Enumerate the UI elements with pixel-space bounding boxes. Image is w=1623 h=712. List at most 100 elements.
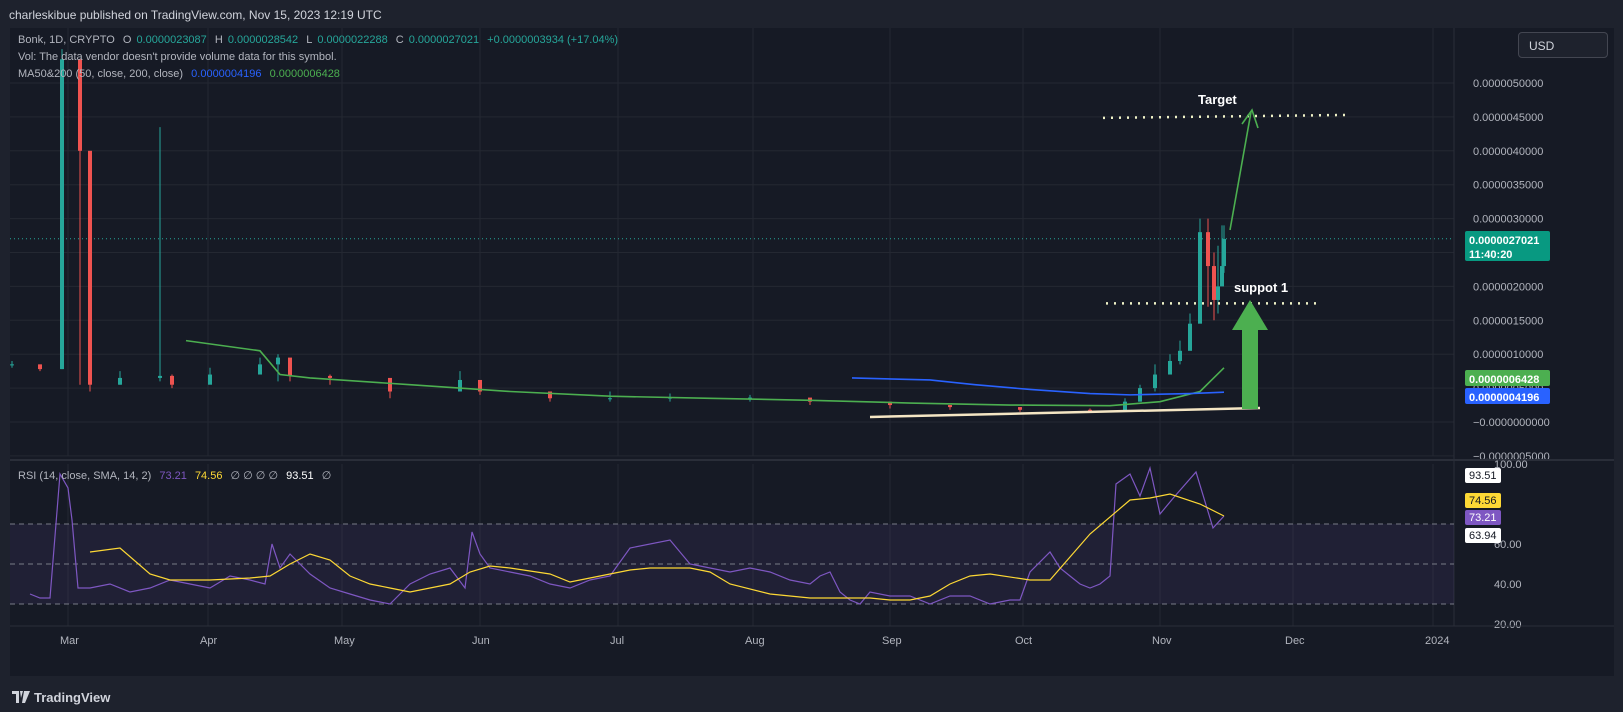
trend-line <box>869 406 1261 419</box>
support-label: suppot 1 <box>1234 280 1288 295</box>
price-tick-label: 0.0000040000 <box>1473 146 1543 158</box>
time-axis-label: Jul <box>610 635 624 647</box>
rsi-na-values: ∅ ∅ ∅ ∅ <box>230 470 279 482</box>
candle-body <box>78 59 82 151</box>
symbol-legend: Bonk, 1D, CRYPTO O 0.0000023087 H 0.000002… <box>18 34 623 46</box>
time-axis-label: Sep <box>882 635 902 647</box>
time-axis-label: Jun <box>472 635 490 647</box>
open-value: 0.0000023087 <box>136 34 207 46</box>
rsi-tag: 93.51 <box>1469 470 1497 482</box>
rsi-tag: 63.94 <box>1469 530 1497 542</box>
candle-body <box>1216 286 1220 300</box>
rsi-extra-value: 93.51 <box>286 470 314 482</box>
candle-body <box>328 375 332 378</box>
rsi-tick-label: 60.00 <box>1494 539 1522 551</box>
brand-name: TradingView <box>34 690 111 705</box>
currency-button[interactable]: USD <box>1518 32 1608 58</box>
main-pane <box>10 28 1454 456</box>
candle-body <box>1188 323 1192 351</box>
candle-body <box>888 401 892 406</box>
price-tick-label: 0.0000010000 <box>1473 349 1543 361</box>
candle-body <box>1206 232 1210 267</box>
candle-body <box>478 379 482 392</box>
rsi-tick-label: 40.00 <box>1494 579 1522 591</box>
publisher-info: charleskibue published on TradingView.co… <box>9 8 382 22</box>
price-tick-label: 0.0000020000 <box>1473 281 1543 293</box>
rsi-line <box>29 465 1225 605</box>
candle-body <box>1168 360 1172 375</box>
candle-body <box>458 379 462 392</box>
target-label: Target <box>1198 92 1237 107</box>
rsi-tag: 74.56 <box>1469 495 1497 507</box>
low-label: L <box>306 34 313 46</box>
candle-body <box>608 398 612 400</box>
candle-body <box>276 357 280 365</box>
rsi-tick-label: 100.00 <box>1494 459 1528 471</box>
price-tick-label: 0.0000050000 <box>1473 78 1543 90</box>
candle-body <box>170 375 174 385</box>
high-label: H <box>214 34 223 46</box>
rsi-tag-bg <box>1465 468 1501 483</box>
candle-body <box>748 397 752 399</box>
high-value: 0.0000028542 <box>227 34 299 46</box>
low-value: 0.0000022288 <box>317 34 388 46</box>
candle-body <box>1153 374 1157 389</box>
candle-body <box>1198 232 1202 324</box>
footer: TradingView <box>0 684 1623 712</box>
target-line <box>1102 113 1351 120</box>
candle-body <box>548 391 552 399</box>
tradingview-icon <box>12 691 30 703</box>
time-axis-label: Apr <box>200 635 217 647</box>
symbol-name[interactable]: Bonk, 1D, CRYPTO <box>18 34 115 46</box>
ma-legend: MA50&200 (50, close, 200, close) 0.00000… <box>18 68 345 80</box>
candle-body <box>208 374 212 385</box>
rsi-label[interactable]: RSI (14, close, SMA, 14, 2) <box>18 470 152 482</box>
close-value: 0.0000027021 <box>408 34 480 46</box>
time-axis-label: Aug <box>745 635 765 647</box>
ma50-tag-bg <box>1465 388 1550 404</box>
candle-body <box>38 364 42 370</box>
rsi-na-value: ∅ <box>321 470 332 482</box>
candle-body <box>258 364 262 375</box>
ma200-tag-text: 0.0000006428 <box>1469 374 1539 386</box>
target-arrow-line <box>1229 111 1252 231</box>
candle-body <box>388 377 392 392</box>
tradingview-logo[interactable]: TradingView <box>12 690 110 705</box>
top-bar: charleskibue published on TradingView.co… <box>0 0 1623 28</box>
price-tick-label: 0.0000015000 <box>1473 315 1543 327</box>
ma200-value: 0.0000006428 <box>269 68 340 80</box>
chart-panel[interactable]: 0.0000050000 0.0000045000 0.0000040000 0.00… <box>10 28 1614 676</box>
candle-body <box>158 375 162 378</box>
rsi-tag-bg <box>1465 510 1501 525</box>
candle-body <box>88 150 92 385</box>
rsi-value: 73.21 <box>159 470 187 482</box>
rsi-sma-line <box>89 493 1225 601</box>
ma50-tag-text: 0.0000004196 <box>1469 392 1539 404</box>
time-axis-label: Dec <box>1285 635 1305 647</box>
candle-body <box>1123 401 1127 411</box>
candle-body <box>1212 266 1216 300</box>
candle-body <box>1088 409 1092 411</box>
price-tick-label: 0.0000030000 <box>1473 214 1543 226</box>
candle-body <box>60 59 64 370</box>
price-tick-label: 0.0000035000 <box>1473 180 1543 192</box>
time-axis-label: Mar <box>60 635 79 647</box>
rsi-tick-label: 20.00 <box>1494 619 1522 631</box>
current-price-tag-text: 0.0000027021 <box>1469 235 1539 247</box>
rsi-legend: RSI (14, close, SMA, 14, 2) 73.21 74.56 … <box>18 469 336 482</box>
support-bounce-arrow <box>1232 300 1268 409</box>
time-axis-label: 2024 <box>1425 635 1449 647</box>
rsi-tag-bg <box>1465 528 1501 543</box>
target-arrowhead <box>1241 108 1259 129</box>
rsi-tag: 73.21 <box>1469 512 1497 524</box>
candle-body <box>1018 407 1022 410</box>
candle-body <box>1220 266 1224 287</box>
ma-label[interactable]: MA50&200 (50, close, 200, close) <box>18 68 184 80</box>
time-axis-label: Nov <box>1152 635 1172 647</box>
chart-canvas[interactable]: 0.0000050000 0.0000045000 0.0000040000 0.00… <box>10 28 1614 676</box>
time-axis-label: Oct <box>1015 635 1032 647</box>
rsi-sma-value: 74.56 <box>194 470 223 482</box>
open-label: O <box>122 34 132 46</box>
current-price-tag-text: 11:40:20 <box>1469 249 1512 261</box>
candle-body <box>1222 238 1226 267</box>
